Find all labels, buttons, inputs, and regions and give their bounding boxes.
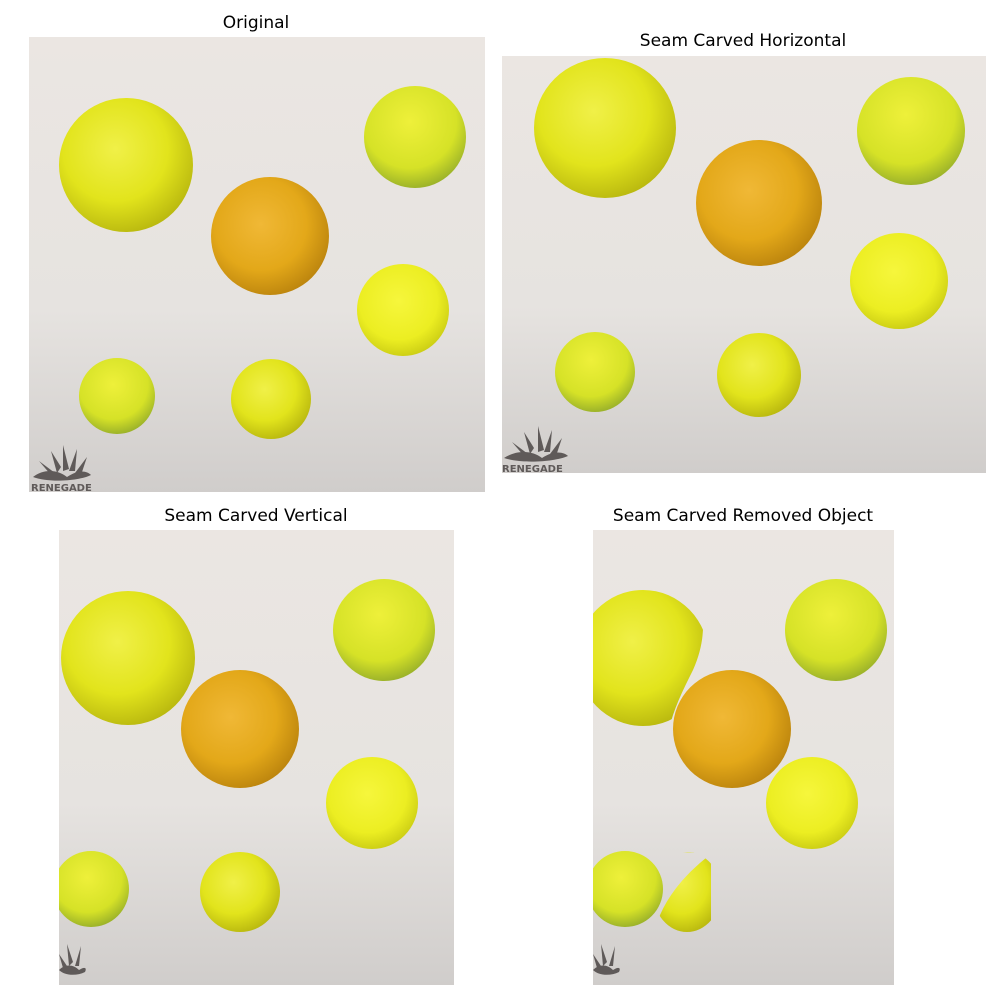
renegade-logo	[33, 445, 91, 481]
ball-bright-yellow	[357, 264, 449, 356]
ball-lime-top-right	[364, 86, 466, 188]
panel-title-removed: Seam Carved Removed Object	[612, 506, 874, 526]
image-horizontal: RENEGADE	[502, 56, 986, 473]
ball-small-yellow	[231, 359, 311, 439]
panel-title-vertical: Seam Carved Vertical	[164, 506, 348, 526]
image-removed-object	[593, 530, 894, 985]
image-vertical	[59, 530, 454, 985]
watermark-text: RENEGADE	[31, 483, 92, 492]
panel-title-horizontal: Seam Carved Horizontal	[639, 31, 847, 51]
ball-orange	[211, 177, 329, 295]
ball-large-yellow	[59, 98, 193, 232]
ball-small-lime	[79, 358, 155, 434]
watermark-text: RENEGADE	[502, 464, 563, 473]
panel-title-original: Original	[222, 13, 290, 33]
image-original: RENEGADE	[29, 37, 485, 492]
